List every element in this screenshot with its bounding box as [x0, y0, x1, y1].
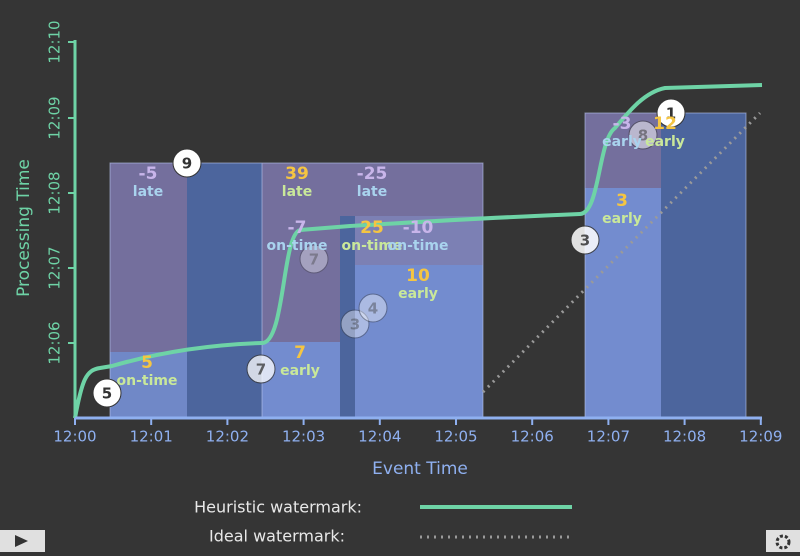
x-tick-label: 12:08 [663, 428, 706, 446]
annotation-value: -7 [288, 218, 307, 238]
annotation-value: 7 [294, 343, 306, 363]
annotation-status: early [280, 363, 320, 379]
pane [661, 113, 746, 418]
x-tick-label: 12:07 [587, 428, 630, 446]
ideal-watermark [481, 111, 762, 394]
marker [92, 378, 122, 408]
marker-label: 4 [368, 300, 378, 318]
marker-label: 7 [256, 361, 266, 379]
annotation-value: -25 [357, 164, 388, 184]
x-tick-label: 12:02 [206, 428, 249, 446]
marker [246, 354, 276, 384]
pane [340, 216, 355, 418]
heuristic-watermark [73, 83, 763, 419]
marker [656, 98, 686, 128]
annotation-status: early [398, 286, 438, 302]
pane [355, 265, 483, 418]
marker [299, 244, 329, 274]
marker-label: 1 [666, 105, 676, 123]
annotation-status: early [602, 211, 642, 227]
marker-label: 3 [350, 316, 360, 334]
annotation-value: 3 [616, 191, 628, 211]
y-tick-label: 12:08 [46, 171, 64, 214]
pane [187, 163, 262, 418]
marker [570, 225, 600, 255]
legend-label: Ideal watermark: [209, 527, 345, 546]
annotation-status: late [357, 184, 387, 200]
annotation-status: late [282, 184, 312, 200]
y-tick-label: 12:07 [46, 246, 64, 289]
x-tick-label: 12:04 [358, 428, 401, 446]
x-tick-label: 12:09 [739, 428, 782, 446]
annotation-value: 39 [285, 164, 309, 184]
y-tick-label: 12:10 [46, 20, 64, 63]
annotation-status: on-time [267, 238, 328, 254]
y-tick-label: 12:09 [46, 96, 64, 139]
annotation-status: early [645, 134, 685, 150]
pane [262, 163, 483, 216]
annotation-value: 12 [653, 114, 677, 134]
annotation-status: on-time [117, 373, 178, 389]
x-axis-label: Event Time [372, 459, 468, 479]
pane [110, 163, 187, 352]
annotation-value: 10 [406, 266, 430, 286]
y-tick-label: 12:06 [46, 321, 64, 364]
annotation-value: -3 [613, 114, 632, 134]
annotation-status: on-time [342, 238, 403, 254]
play-icon [15, 535, 28, 547]
x-tick-label: 12:00 [53, 428, 96, 446]
marker [628, 120, 658, 150]
marker-label: 3 [580, 232, 590, 250]
annotation-status: late [133, 184, 163, 200]
marker-label: 8 [638, 127, 648, 145]
annotation-value: 5 [141, 353, 153, 373]
x-tick-label: 12:01 [130, 428, 173, 446]
x-tick-label: 12:05 [434, 428, 477, 446]
settings-icon [775, 534, 791, 550]
marker-label: 5 [102, 385, 112, 403]
settings-button[interactable] [766, 530, 800, 552]
annotation-value: -10 [403, 218, 434, 238]
annotation-value: 25 [360, 218, 384, 238]
marker-label: 7 [309, 251, 319, 269]
x-tick-label: 12:03 [282, 428, 325, 446]
annotation-status: on-time [388, 238, 449, 254]
pane [262, 342, 340, 418]
annotation-status: early [602, 134, 642, 150]
marker [172, 148, 202, 178]
x-tick-label: 12:06 [511, 428, 554, 446]
panes [109, 112, 747, 419]
marker [358, 293, 388, 323]
marker-label: 9 [182, 155, 192, 173]
pane [585, 188, 661, 418]
y-axis-label: Processing Time [14, 159, 34, 297]
legend-label: Heuristic watermark: [194, 498, 362, 517]
annotation-value: -5 [139, 164, 158, 184]
marker [340, 309, 370, 339]
